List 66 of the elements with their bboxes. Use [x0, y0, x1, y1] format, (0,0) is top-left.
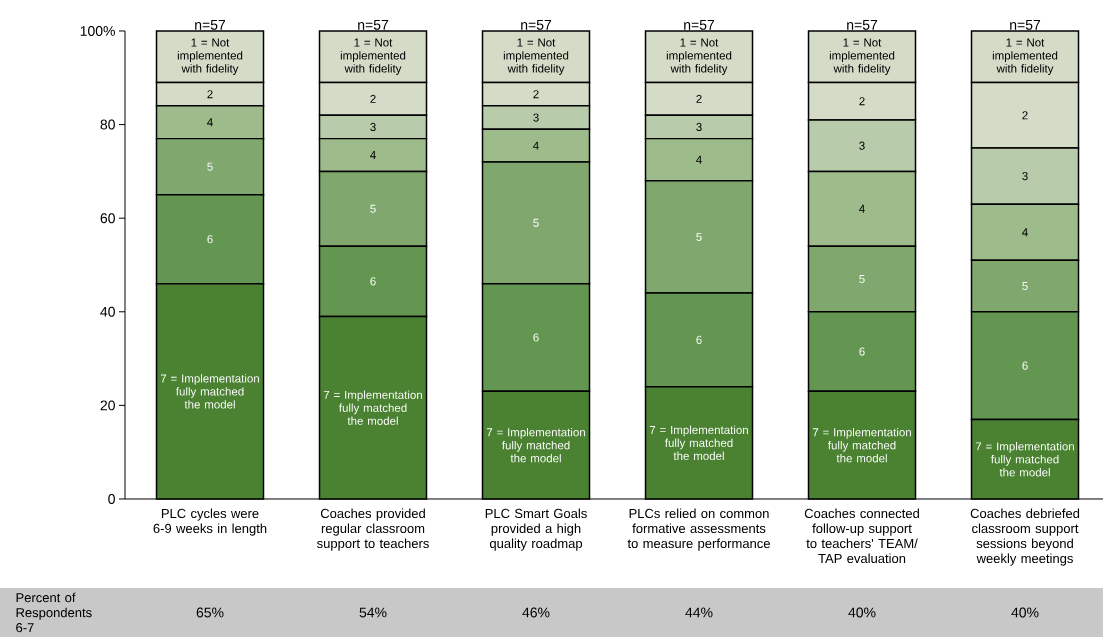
series-label: 1 = Not implemented with fidelity: [177, 38, 243, 75]
x-tick-label: PLCs relied on common formative assessments to measure performance: [627, 508, 770, 551]
text: n=57: [684, 20, 715, 30]
text: 6: [207, 235, 213, 244]
text: 3: [859, 141, 865, 150]
text: 7 = Implementation fully matched the model: [486, 427, 585, 463]
text: 40%: [1011, 607, 1039, 618]
text: 6: [696, 335, 702, 344]
text: n=57: [847, 20, 878, 30]
text: 40%: [848, 607, 876, 618]
text: 1 = Not implemented with fidelity: [992, 38, 1058, 75]
y-tick-label: 60: [100, 213, 115, 224]
series-label: 4: [207, 118, 213, 127]
text: 3: [533, 113, 539, 122]
x-tick-label: Coaches debriefed classroom support sessions beyond weekly meetings: [970, 508, 1080, 566]
text: 2: [696, 94, 702, 103]
text: 1 = Not implemented with fidelity: [829, 38, 895, 75]
text: 3: [1022, 171, 1028, 181]
text: 7 = Implementation fully matched the model: [649, 425, 748, 461]
text: 6: [533, 333, 539, 342]
x-tick-label: PLC cycles were 6-9 weeks in length: [153, 508, 267, 536]
text: 54%: [359, 607, 387, 618]
text: 5: [207, 162, 213, 171]
text: 4: [696, 155, 702, 164]
series-label: 6: [370, 277, 376, 286]
text: 44%: [685, 607, 713, 618]
text: n=57: [195, 20, 226, 30]
text: 4: [533, 141, 539, 150]
series-label: 3: [370, 122, 376, 131]
text: 2: [370, 94, 376, 103]
text: 3: [696, 122, 702, 131]
text: 4: [370, 151, 376, 159]
text: 46%: [522, 607, 550, 618]
x-tick-label: PLC Smart Goals provided a high quality roadmap: [485, 508, 587, 551]
text: 2: [533, 90, 539, 99]
text: 2: [859, 97, 865, 106]
series-label: 7 = Implementation fully matched the model: [323, 390, 422, 425]
y-tick-label: 100%: [80, 26, 115, 36]
text: 6: [859, 347, 865, 356]
text: 4: [1022, 228, 1028, 237]
y-tick-label: 0: [108, 494, 115, 504]
text: 2: [1022, 111, 1028, 120]
text: 4: [859, 204, 865, 213]
x-tick-label: Coaches provided regular classroom support to teachers: [317, 508, 429, 551]
y-tick-label: 40: [100, 306, 115, 317]
text: n=57: [358, 20, 389, 30]
text: 7 = Implementation fully matched the model: [160, 374, 259, 409]
series-label: 5: [1022, 282, 1028, 291]
text: Percent of Respondents 6-7: [16, 592, 92, 633]
y-tick-label: 20: [100, 400, 115, 411]
text: 5: [370, 204, 376, 213]
text: 6: [1022, 361, 1028, 370]
text: 1 = Not implemented with fidelity: [666, 38, 732, 75]
text: 5: [696, 232, 702, 241]
text: 1 = Not implemented with fidelity: [503, 38, 569, 75]
text: 5: [533, 218, 539, 227]
series-label: 2: [207, 90, 213, 99]
text: 1 = Not implemented with fidelity: [340, 38, 406, 75]
text: 7 = Implementation fully matched the model: [812, 427, 911, 463]
text: 65%: [196, 607, 224, 618]
text: n=57: [521, 20, 552, 30]
x-tick-label: Coaches connected follow-up support to teachers' TEAM/ TAP evaluation: [804, 508, 919, 564]
text: 7 = Implementation fully matched the model: [975, 441, 1074, 477]
text: 5: [859, 275, 865, 284]
text: n=57: [1010, 20, 1041, 30]
y-tick-label: 80: [100, 119, 115, 130]
